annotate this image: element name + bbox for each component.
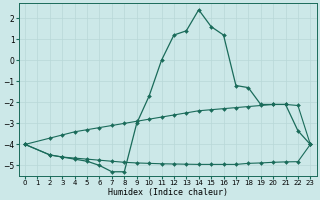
X-axis label: Humidex (Indice chaleur): Humidex (Indice chaleur) — [108, 188, 228, 197]
